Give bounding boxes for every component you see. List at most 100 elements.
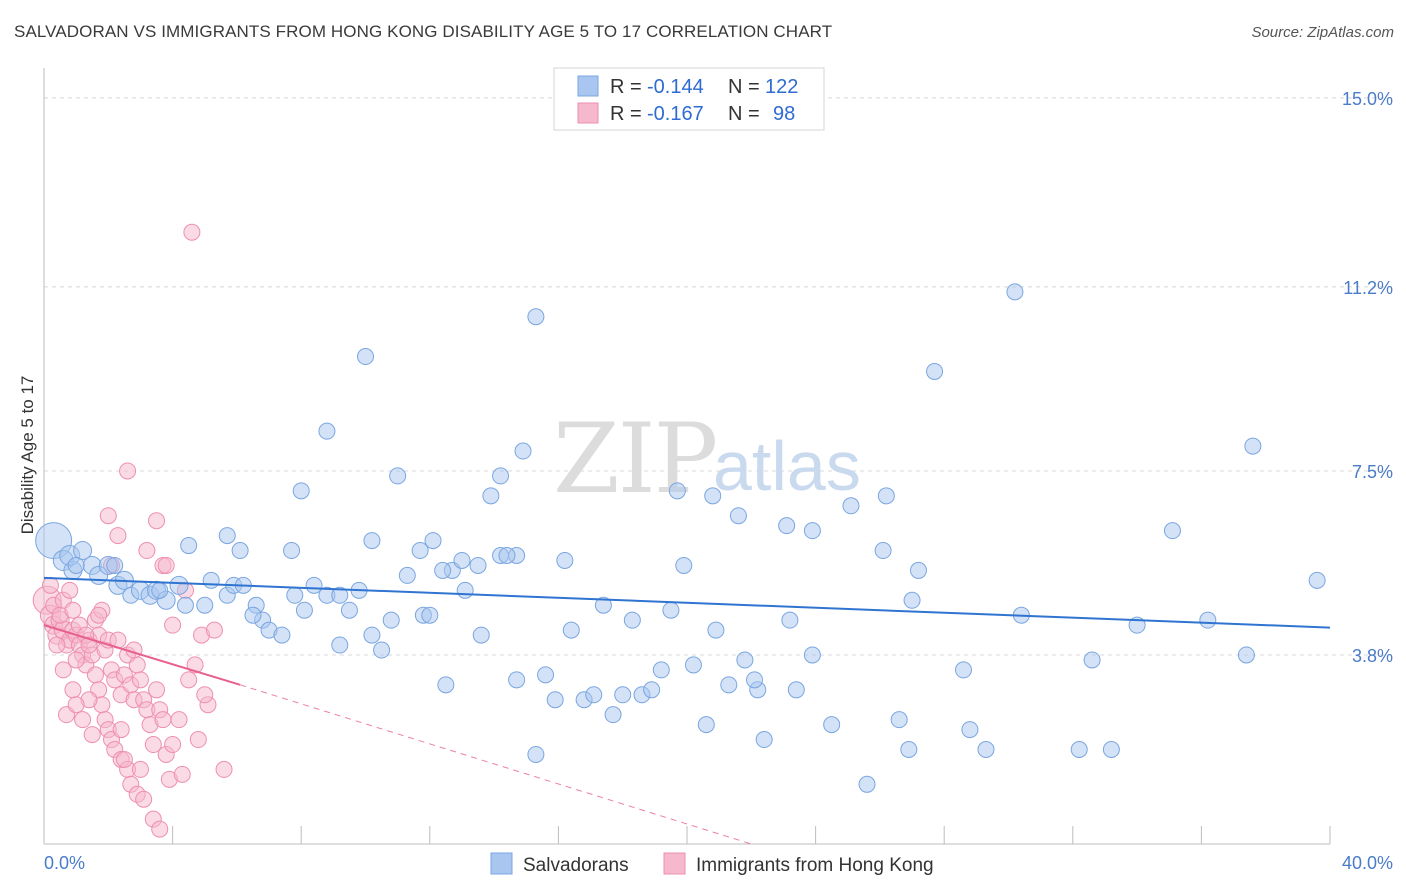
hong-kong-point [131,671,149,689]
salvadorans-point [594,596,612,614]
legend-box: R = -0.144 N = 122 R = -0.167 N = 98 [553,67,825,131]
salvadorans-point [169,575,189,595]
hong-kong-point [90,606,108,624]
hong-kong-point [205,621,223,639]
series-salvadorans-points [35,283,1326,793]
axis-layer: 3.8% 7.5% 11.2% 15.0% 0.0% 40.0% [43,68,1393,873]
salvadorans-point [411,542,429,560]
hong-kong-point [183,223,201,241]
hong-kong-point [151,820,169,838]
legend-n-value-2: 98 [773,103,795,125]
legend-swatch-hong-kong [577,102,599,124]
bottom-legend-swatch-salvadorans [490,852,513,875]
bottom-legend-label-hong-kong: Immigrants from Hong Kong [696,855,934,876]
salvadorans-point [151,581,169,599]
salvadorans-point [283,542,301,560]
hong-kong-point [164,616,182,634]
hong-kong-point [138,542,156,560]
hong-kong-point [135,790,153,808]
salvadorans-point [926,362,944,380]
hong-kong-point [157,556,175,574]
salvadorans-point [1237,646,1255,664]
salvadorans-point [363,532,381,550]
salvadorans-point [218,527,236,545]
hong-kong-point [86,666,104,684]
y-axis-label: Disability Age 5 to 17 [18,376,37,535]
salvadorans-point [437,676,455,694]
salvadorans-point [295,601,313,619]
salvadorans-point [363,626,381,644]
salvadorans-point [585,686,603,704]
salvadorans-point [842,497,860,515]
salvadorans-point [357,348,374,366]
salvadorans-point [1163,522,1181,540]
salvadorans-point [909,561,927,579]
salvadorans-point [823,716,841,734]
salvadorans-point [389,467,407,485]
hong-kong-trendline [43,624,241,686]
salvadorans-point [482,487,500,505]
y-tick-label: 11.2% [1343,278,1393,298]
hong-kong-point [119,462,137,480]
salvadorans-point [778,517,796,535]
legend-n-label-2: N = [728,103,760,125]
salvadorans-point [662,601,680,619]
salvadorans-point [546,691,564,709]
hong-kong-point [64,681,82,699]
salvadorans-point [675,556,693,574]
hong-kong-point [215,760,233,778]
salvadorans-trendline [43,576,1331,629]
salvadorans-point [684,656,702,674]
salvadorans-point [286,586,304,604]
salvadorans-point [469,556,487,574]
legend-frame [553,67,825,131]
salvadorans-point [176,596,194,614]
bottom-legend-swatch-hong-kong [663,852,686,875]
salvadorans-point [67,556,85,574]
salvadorans-point [202,571,220,589]
hong-kong-point [64,601,82,619]
legend-n-value-1: 122 [765,76,798,98]
salvadorans-point [858,775,876,793]
hong-kong-point [164,736,182,754]
hong-kong-point [109,527,127,545]
salvadorans-point [1102,740,1120,758]
salvadorans-point [453,551,471,569]
salvadorans-point [180,537,198,555]
watermark-atlas: atlas [713,427,861,505]
salvadorans-point [196,596,214,614]
salvadorans-point [697,716,715,734]
salvadorans-point [729,507,747,525]
hong-kong-point [128,656,146,674]
bottom-legend: Salvadorans Immigrants from Hong Kong [490,852,934,876]
salvadorans-point [781,611,799,629]
hong-kong-trendline-extension [239,684,752,845]
bottom-legend-label-salvadorans: Salvadorans [523,855,629,876]
salvadorans-point [244,606,262,624]
salvadorans-point [643,681,661,699]
salvadorans-point [704,487,722,505]
x-tick-label-max: 40.0% [1342,853,1393,873]
x-tick-label-min: 0.0% [44,853,85,873]
hong-kong-point [54,661,72,679]
salvadorans-point [424,532,442,550]
salvadorans-point [890,711,908,729]
salvadorans-point [1244,437,1262,455]
salvadorans-point [398,566,416,584]
hong-kong-point [180,671,198,689]
salvadorans-point [292,482,310,500]
salvadorans-point [803,646,821,664]
salvadorans-point [373,641,391,659]
hong-kong-point [48,636,66,654]
salvadorans-point [318,422,336,440]
salvadorans-point [106,556,124,574]
salvadorans-point [720,676,738,694]
watermark-zip: ZIP [553,403,716,515]
chart-source: Source: ZipAtlas.com [1251,24,1394,41]
hong-kong-point [170,711,188,729]
chart-title: SALVADORAN VS IMMIGRANTS FROM HONG KONG … [14,22,833,41]
salvadorans-point [527,745,545,763]
hong-kong-point [144,736,162,754]
watermark: ZIP atlas [553,403,861,515]
